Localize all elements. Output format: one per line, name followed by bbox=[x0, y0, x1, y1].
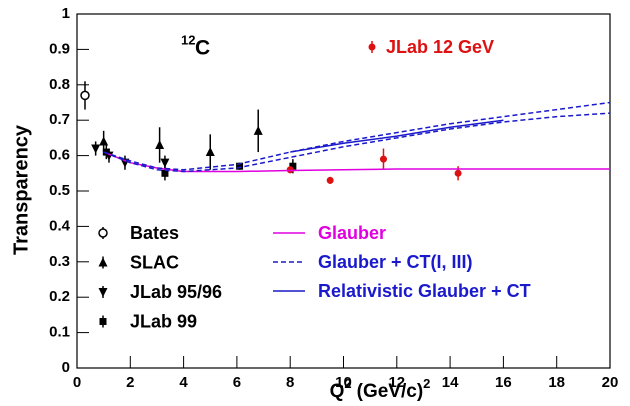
x-tick-label: 8 bbox=[286, 374, 294, 391]
legend-label: Bates bbox=[130, 223, 179, 243]
legend-marker bbox=[98, 288, 108, 297]
x-tick-label: 14 bbox=[442, 374, 459, 391]
y-tick-label: 0.1 bbox=[49, 324, 70, 341]
data-point bbox=[379, 155, 387, 163]
y-axis-label: Transparency bbox=[10, 124, 32, 255]
legend-marker bbox=[98, 257, 108, 267]
curve bbox=[103, 151, 610, 173]
legend-marker bbox=[98, 228, 108, 238]
x-tick-label: 2 bbox=[126, 374, 134, 391]
legend-label: JLab 95/96 bbox=[130, 282, 222, 302]
data-point bbox=[99, 136, 109, 146]
data-point bbox=[102, 148, 110, 156]
data-point bbox=[454, 169, 462, 177]
y-tick-label: 0 bbox=[62, 359, 70, 376]
x-tick-label: 18 bbox=[548, 374, 565, 391]
legend-label: Glauber bbox=[318, 223, 386, 243]
x-tick-label: 4 bbox=[179, 374, 188, 391]
y-tick-label: 0.2 bbox=[49, 288, 70, 305]
x-label-units: (GeV/c) bbox=[357, 381, 424, 402]
legend-label: JLab 12 GeV bbox=[386, 37, 494, 57]
x-label-units-power: 2 bbox=[423, 376, 430, 391]
legend-label: SLAC bbox=[130, 252, 179, 272]
x-axis-label: Q2 (GeV/c)2 bbox=[330, 376, 431, 402]
x-tick-label: 0 bbox=[73, 374, 81, 391]
data-point bbox=[205, 147, 215, 157]
legend-marker bbox=[99, 318, 107, 325]
data-point bbox=[160, 158, 170, 168]
x-tick-label: 20 bbox=[602, 374, 619, 391]
y-tick-label: 0.4 bbox=[49, 217, 71, 234]
data-point bbox=[236, 162, 244, 170]
y-tick-label: 0.8 bbox=[49, 76, 70, 93]
target-mass: 12 bbox=[181, 32, 195, 47]
y-tick-label: 1 bbox=[62, 5, 70, 22]
legend-label: JLab 99 bbox=[130, 311, 197, 331]
data-point bbox=[161, 169, 169, 177]
y-tick-label: 0.9 bbox=[49, 40, 70, 57]
y-tick-label: 0.3 bbox=[49, 253, 70, 270]
data-point bbox=[155, 139, 165, 149]
y-tick-label: 0.7 bbox=[49, 111, 70, 128]
curve bbox=[103, 112, 611, 173]
legend-marker bbox=[368, 43, 376, 51]
y-tick-label: 0.5 bbox=[49, 182, 70, 199]
x-tick-label: 12 bbox=[388, 374, 405, 391]
curve bbox=[103, 101, 611, 171]
legend-label: Glauber + CT(I, III) bbox=[318, 252, 473, 272]
x-tick-label: 16 bbox=[495, 374, 512, 391]
x-label-power: 2 bbox=[344, 376, 351, 391]
curve bbox=[290, 119, 504, 153]
target-symbol: C bbox=[195, 37, 210, 60]
x-tick-label: 6 bbox=[233, 374, 241, 391]
y-tick-label: 0.6 bbox=[49, 147, 70, 164]
data-point bbox=[253, 125, 263, 135]
data-point bbox=[289, 162, 297, 170]
x-label-base: Q bbox=[330, 381, 345, 402]
data-point bbox=[326, 176, 334, 184]
legend-label: Relativistic Glauber + CT bbox=[318, 281, 531, 301]
data-point bbox=[80, 90, 90, 101]
data-point bbox=[91, 144, 101, 154]
x-tick-label: 10 bbox=[335, 374, 352, 391]
